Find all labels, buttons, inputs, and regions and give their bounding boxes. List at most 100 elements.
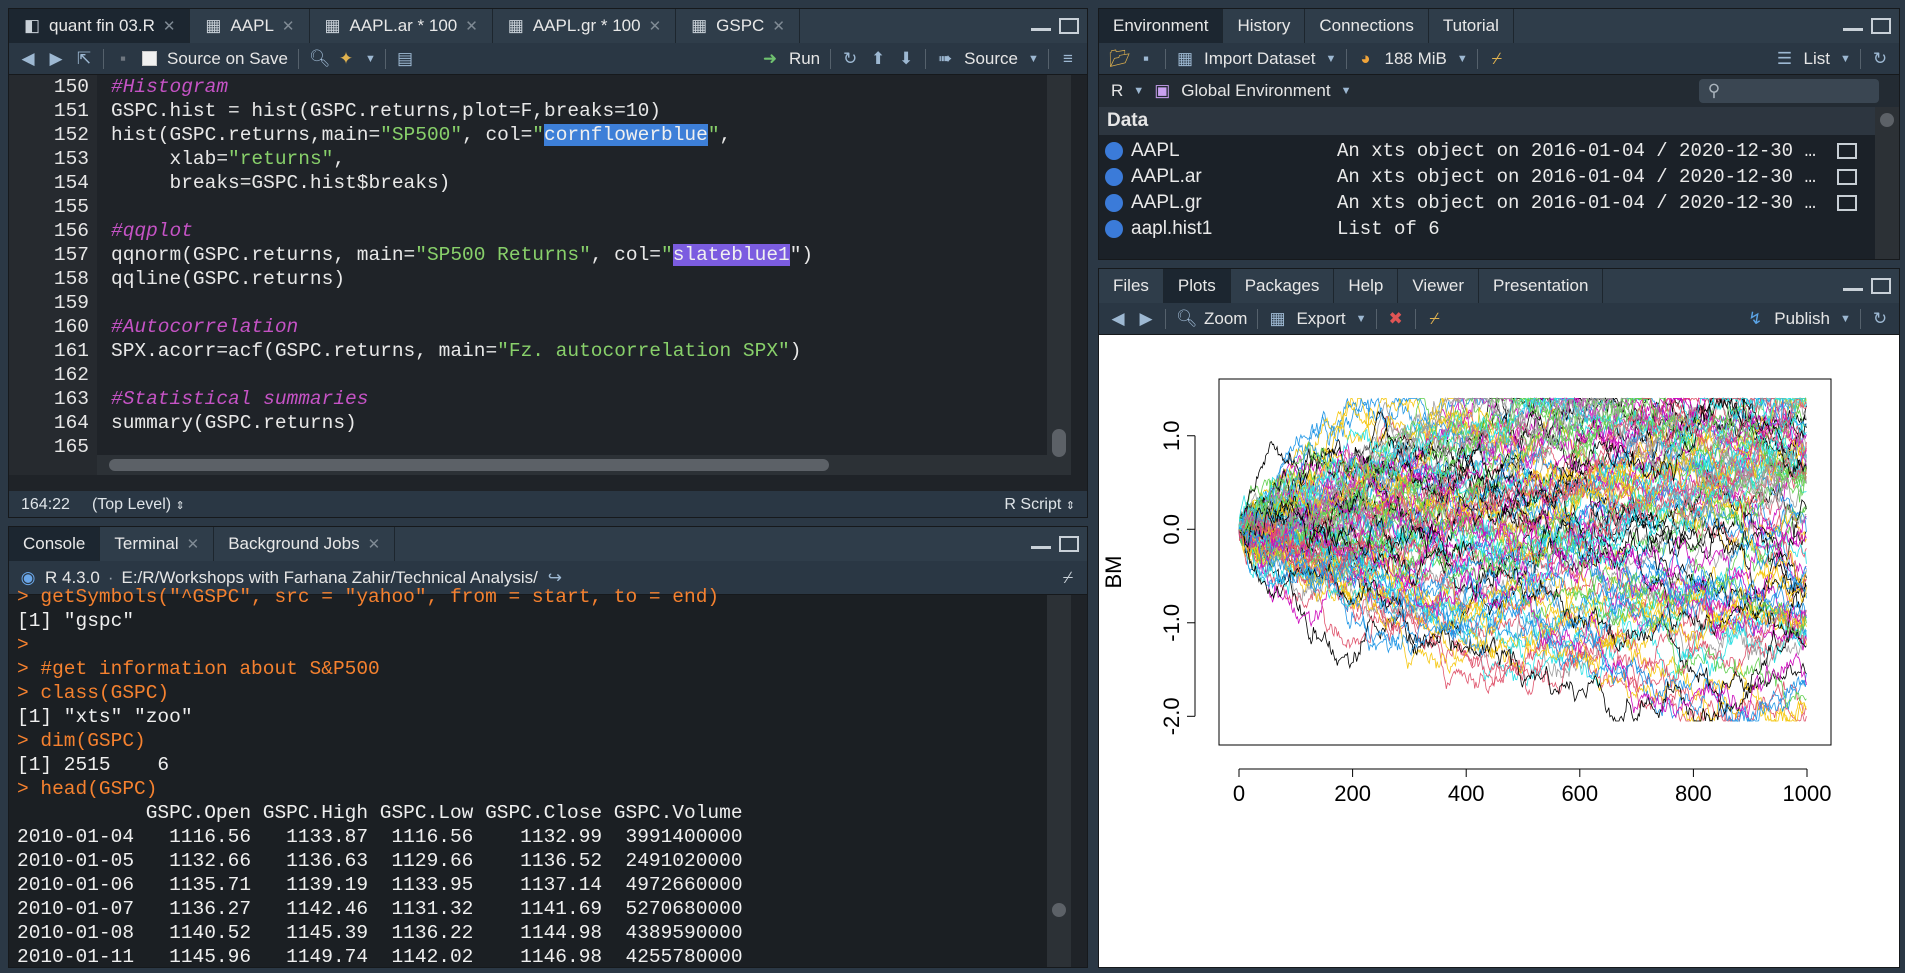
code-text[interactable]: summary(GSPC.returns) [111, 411, 357, 435]
chevron-down-icon[interactable]: ▼ [1840, 52, 1851, 65]
expand-object-icon[interactable] [1105, 167, 1123, 186]
source-on-save-label[interactable]: Source on Save [167, 48, 288, 68]
editor-vertical-scrollbar[interactable] [1047, 75, 1071, 475]
scrollbar-thumb[interactable] [109, 459, 829, 471]
close-icon[interactable]: ✕ [772, 18, 785, 35]
env-vertical-scrollbar[interactable] [1875, 107, 1899, 259]
tab-label[interactable]: Console [23, 534, 86, 553]
down-arrow-icon[interactable]: ⬇ [899, 48, 914, 68]
chevron-down-icon[interactable]: ▼ [364, 52, 376, 65]
zoom-icon[interactable]: 🔍︎ [1176, 308, 1198, 328]
scope-selector[interactable]: (Top Level) ⇕ [92, 496, 185, 514]
tab-console-0[interactable]: Console [9, 527, 101, 561]
export-icon[interactable]: ▦ [1269, 308, 1286, 328]
tab-label[interactable]: AAPL.ar * 100 [349, 16, 458, 35]
tab-source-2[interactable]: ▦ AAPL.ar * 100 ✕ [310, 9, 493, 43]
code-text[interactable]: SPX.acorr=acf(GSPC.returns, main="Fz. au… [111, 339, 801, 363]
minimize-icon[interactable] [1031, 18, 1051, 31]
tab-label[interactable]: Tutorial [1442, 16, 1499, 35]
tab-console-1[interactable]: Terminal ✕ [100, 527, 215, 561]
maximize-icon[interactable] [1871, 278, 1891, 294]
forward-arrow-icon[interactable]: ▶ [49, 48, 63, 68]
chevron-down-icon[interactable]: ▼ [1340, 85, 1352, 97]
chevron-down-icon[interactable]: ▼ [1355, 312, 1367, 325]
go-to-directory-icon[interactable]: ↪ [547, 567, 562, 587]
tab-source-3[interactable]: ▦ AAPL.gr * 100 ✕ [493, 9, 677, 43]
magic-wand-icon[interactable]: ✦ [338, 48, 354, 68]
tab-plots-5[interactable]: Presentation [1479, 269, 1604, 303]
view-data-icon[interactable] [1837, 194, 1857, 211]
publish-icon[interactable]: ↯ [1748, 308, 1763, 328]
close-icon[interactable]: ✕ [186, 536, 200, 553]
chevron-down-icon[interactable]: ▼ [1133, 85, 1145, 97]
scrollbar-thumb[interactable] [1880, 113, 1894, 127]
view-data-icon[interactable] [1837, 142, 1857, 159]
tab-plots-4[interactable]: Viewer [1398, 269, 1479, 303]
tab-label[interactable]: GSPC [716, 16, 765, 35]
tab-label[interactable]: Terminal [114, 534, 179, 553]
save-icon[interactable]: ▪ [119, 48, 127, 68]
clear-console-icon[interactable]: ⌿ [1062, 567, 1074, 587]
close-icon[interactable]: ✕ [648, 18, 662, 35]
minimize-icon[interactable] [1843, 278, 1863, 291]
tab-source-0[interactable]: ◧ quant fin 03.R ✕ [9, 9, 191, 43]
code-text[interactable]: xlab="returns", [111, 147, 346, 171]
compile-report-icon[interactable]: ▤ [396, 48, 413, 68]
up-arrow-icon[interactable]: ⬆ [871, 48, 886, 68]
tab-label[interactable]: Files [1113, 276, 1149, 295]
code-text[interactable]: #Histogram [111, 75, 228, 99]
maximize-icon[interactable] [1871, 18, 1891, 34]
expand-object-icon[interactable] [1105, 141, 1123, 160]
chevron-down-icon[interactable]: ▼ [1456, 52, 1468, 65]
tab-environment-2[interactable]: Connections [1305, 9, 1429, 43]
export-button[interactable]: Export [1296, 308, 1346, 328]
code-text[interactable]: qqnorm(GSPC.returns, main="SP500 Returns… [111, 243, 813, 267]
tab-label[interactable]: Viewer [1412, 276, 1464, 295]
tab-environment-0[interactable]: Environment [1099, 9, 1224, 43]
code-text[interactable]: #Autocorrelation [111, 315, 298, 339]
maximize-icon[interactable] [1059, 536, 1079, 552]
next-plot-icon[interactable]: ▶ [1139, 308, 1153, 328]
remove-plot-icon[interactable]: ✖ [1388, 308, 1403, 328]
broom-icon[interactable]: ⌿ [1491, 48, 1502, 68]
save-workspace-icon[interactable]: ▪ [1142, 48, 1150, 68]
source-on-save-checkbox[interactable] [142, 51, 157, 66]
chevron-down-icon[interactable]: ▼ [1325, 52, 1337, 65]
import-dataset-icon[interactable]: ▦ [1176, 48, 1194, 68]
show-in-window-icon[interactable]: ⇱ [76, 48, 92, 68]
tab-label[interactable]: Presentation [1493, 276, 1589, 295]
scrollbar-thumb[interactable] [1052, 903, 1066, 917]
expand-object-icon[interactable] [1105, 219, 1123, 238]
tab-plots-1[interactable]: Plots [1163, 269, 1231, 303]
environment-row[interactable]: aapl.hist1 List of 6 [1099, 213, 1875, 244]
tab-label[interactable]: Packages [1244, 276, 1320, 295]
publish-button[interactable]: Publish [1774, 308, 1830, 328]
language-selector[interactable]: R [1111, 81, 1124, 100]
environment-row[interactable]: AAPL.ar An xts object on 2016-01-04 / 202… [1099, 161, 1875, 192]
scope-selector[interactable]: Global Environment [1181, 81, 1331, 100]
tab-console-2[interactable]: Background Jobs ✕ [214, 527, 396, 561]
source-button[interactable]: Source [964, 48, 1018, 68]
code-text[interactable]: breaks=GSPC.hist$breaks) [111, 171, 451, 195]
source-icon[interactable]: ➠ [938, 48, 953, 68]
tab-label[interactable]: Environment [1113, 16, 1209, 35]
chevron-down-icon[interactable]: ▼ [1840, 312, 1851, 325]
search-icon[interactable]: 🔍︎ [308, 48, 331, 68]
console-vertical-scrollbar[interactable] [1047, 595, 1071, 967]
tab-label[interactable]: History [1237, 16, 1291, 35]
maximize-icon[interactable] [1059, 18, 1079, 34]
import-dataset-button[interactable]: Import Dataset [1204, 48, 1316, 68]
tab-plots-3[interactable]: Help [1334, 269, 1399, 303]
memory-usage[interactable]: 188 MiB [1384, 48, 1447, 68]
working-directory[interactable]: E:/R/Workshops with Farhana Zahir/Techni… [121, 567, 538, 587]
refresh-icon[interactable]: ↻ [1872, 308, 1888, 328]
close-icon[interactable]: ✕ [367, 536, 381, 553]
tab-label[interactable]: Help [1348, 276, 1384, 295]
list-view-button[interactable]: List [1803, 48, 1830, 68]
editor-horizontal-scrollbar[interactable] [97, 455, 1047, 475]
close-icon[interactable]: ✕ [281, 18, 295, 35]
previous-plot-icon[interactable]: ◀ [1111, 308, 1125, 328]
code-text[interactable]: #qqplot [111, 219, 193, 243]
search-input[interactable]: ⚲ [1699, 79, 1879, 103]
outline-icon[interactable]: ≡ [1063, 48, 1073, 68]
